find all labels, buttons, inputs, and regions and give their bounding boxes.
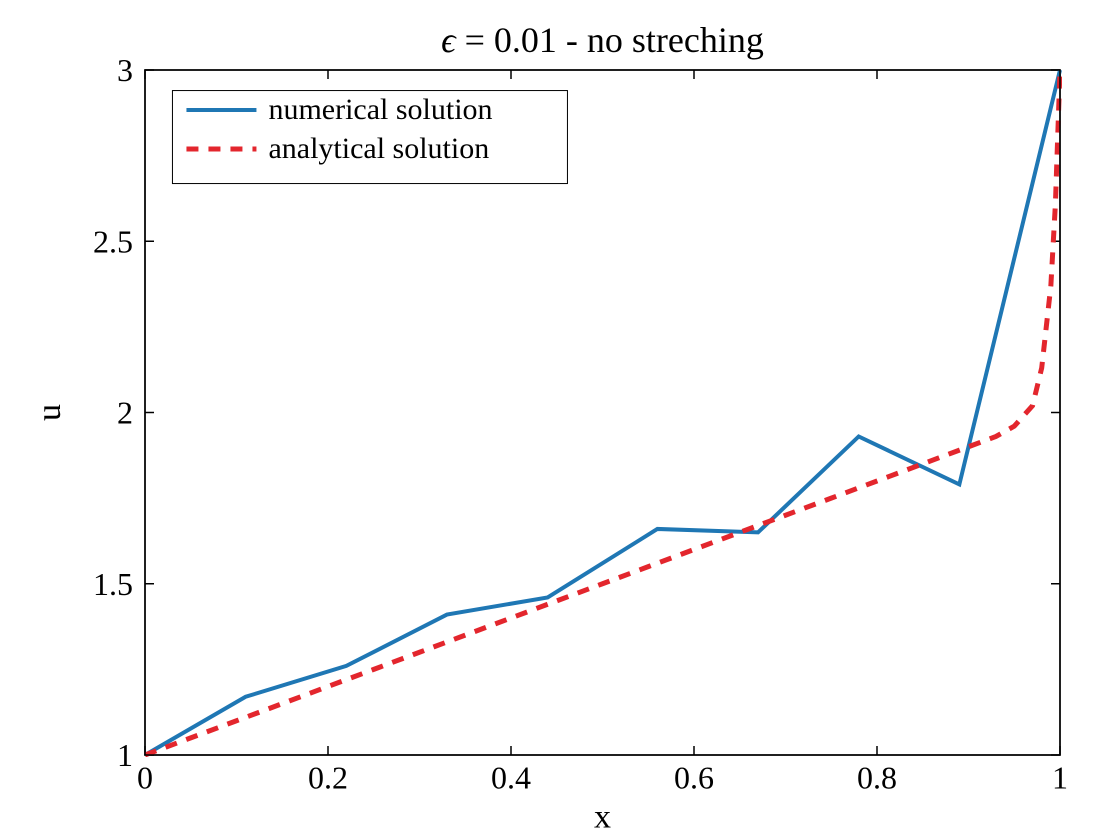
y-tick-label: 2.5 [93, 223, 133, 259]
y-axis-label: u [31, 404, 68, 421]
chart-container: 0 0.2 0.4 0.6 0.8 1 1 1.5 2 2.5 3 x u ϵ = 0.01 - no s… [0, 0, 1120, 840]
x-tick-label: 0.4 [491, 760, 531, 796]
legend-label-1: analytical solution [268, 132, 489, 165]
legend-label-0: numerical solution [268, 93, 492, 126]
x-tick-label: 0.6 [674, 760, 714, 796]
line-chart: 0 0.2 0.4 0.6 0.8 1 1 1.5 2 2.5 3 x u ϵ = 0.01 - no s… [0, 0, 1120, 840]
y-tick-label: 3 [117, 52, 133, 88]
chart-title: ϵ = 0.01 - no streching [441, 20, 764, 60]
y-tick-label: 2 [117, 395, 133, 431]
x-tick-label: 1 [1052, 760, 1068, 796]
x-tick-label: 0.2 [308, 760, 348, 796]
y-tick-label: 1 [117, 737, 133, 773]
x-tick-label: 0.8 [857, 760, 897, 796]
legend: numerical solution analytical solution [172, 91, 567, 184]
x-tick-label: 0 [137, 760, 153, 796]
x-axis-label: x [594, 799, 611, 836]
y-tick-label: 1.5 [93, 566, 133, 602]
